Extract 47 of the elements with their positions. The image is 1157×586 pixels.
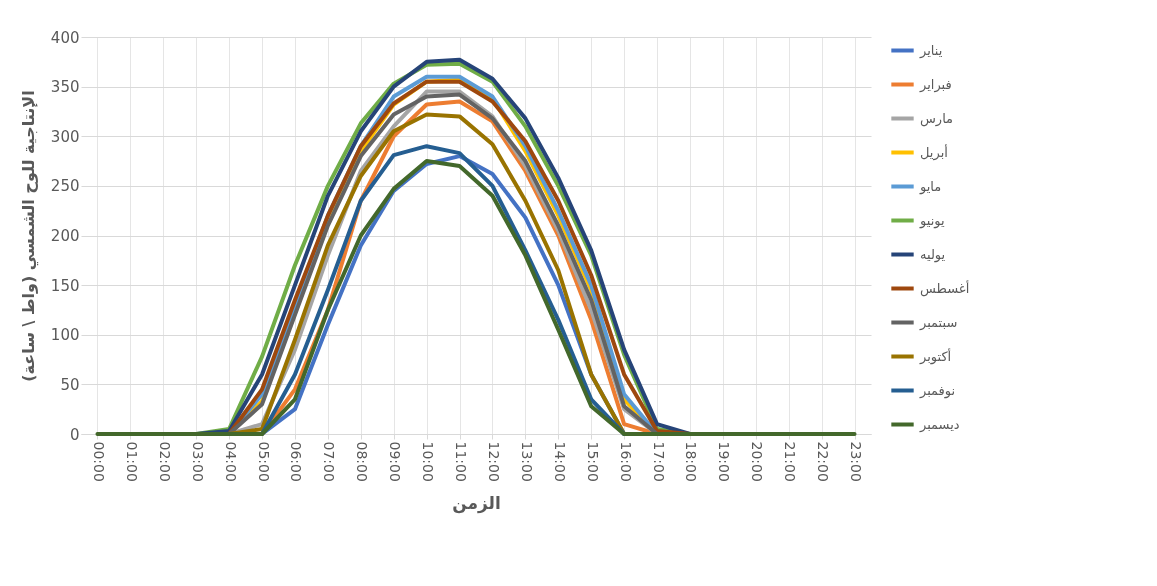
legend-label: يونيو xyxy=(919,212,945,229)
x-tick-label: 18:00 xyxy=(683,441,700,482)
x-tick-label: 09:00 xyxy=(387,441,404,482)
y-tick-label: 150 xyxy=(50,276,80,295)
x-tick-label: 11:00 xyxy=(453,441,470,482)
legend-label: أكتوبر xyxy=(919,347,952,365)
x-tick-label: 06:00 xyxy=(288,441,305,482)
x-tick-label: 07:00 xyxy=(321,441,338,482)
x-tick-label: 04:00 xyxy=(222,441,239,482)
x-tick-label: 01:00 xyxy=(123,441,140,482)
legend-label: ديسمبر xyxy=(919,416,960,433)
x-tick-label: 14:00 xyxy=(551,441,568,482)
legend-label: أغسطس xyxy=(920,279,970,297)
x-axis-title: الزمن xyxy=(452,492,501,514)
y-tick-label: 100 xyxy=(50,326,80,345)
x-tick-label: 08:00 xyxy=(354,441,371,482)
legend-label: نوفمبر xyxy=(919,382,956,399)
x-tick-label: 17:00 xyxy=(650,441,667,482)
x-tick-label: 23:00 xyxy=(848,441,865,482)
x-tick-label: 00:00 xyxy=(90,441,107,482)
x-tick-label: 20:00 xyxy=(749,441,766,482)
legend-label: سبتمبر xyxy=(919,314,958,331)
x-tick-label: 16:00 xyxy=(617,441,634,482)
x-tick-label: 15:00 xyxy=(584,441,601,482)
y-tick-label: 350 xyxy=(50,78,80,97)
x-tick-label: 02:00 xyxy=(156,441,173,482)
x-tick-label: 21:00 xyxy=(782,441,799,482)
x-tick-label: 05:00 xyxy=(255,441,272,482)
x-tick-label: 10:00 xyxy=(420,441,437,482)
x-tick-label: 03:00 xyxy=(189,441,206,482)
x-tick-label: 22:00 xyxy=(815,441,832,482)
y-tick-label: 300 xyxy=(50,127,80,146)
y-axis-title: الإنتاجية للوح الشمسي (واط \ ساعة) xyxy=(18,90,39,382)
x-tick-label: 12:00 xyxy=(485,441,502,482)
y-tick-label: 200 xyxy=(50,227,80,245)
legend-label: مايو xyxy=(919,178,942,195)
legend-label: أبريل xyxy=(920,143,948,161)
x-tick-label: 19:00 xyxy=(716,441,733,482)
y-tick-label: 400 xyxy=(50,28,80,47)
legend-label: مارس xyxy=(920,110,954,127)
y-tick-label: 0 xyxy=(69,425,80,444)
legend-label: فبراير xyxy=(919,76,952,93)
legend-label: يوليه xyxy=(920,246,946,263)
legend-label: يناير xyxy=(919,42,943,59)
y-tick-label: 50 xyxy=(60,375,80,394)
y-tick-label: 250 xyxy=(50,177,80,196)
x-tick-label: 13:00 xyxy=(518,441,535,482)
